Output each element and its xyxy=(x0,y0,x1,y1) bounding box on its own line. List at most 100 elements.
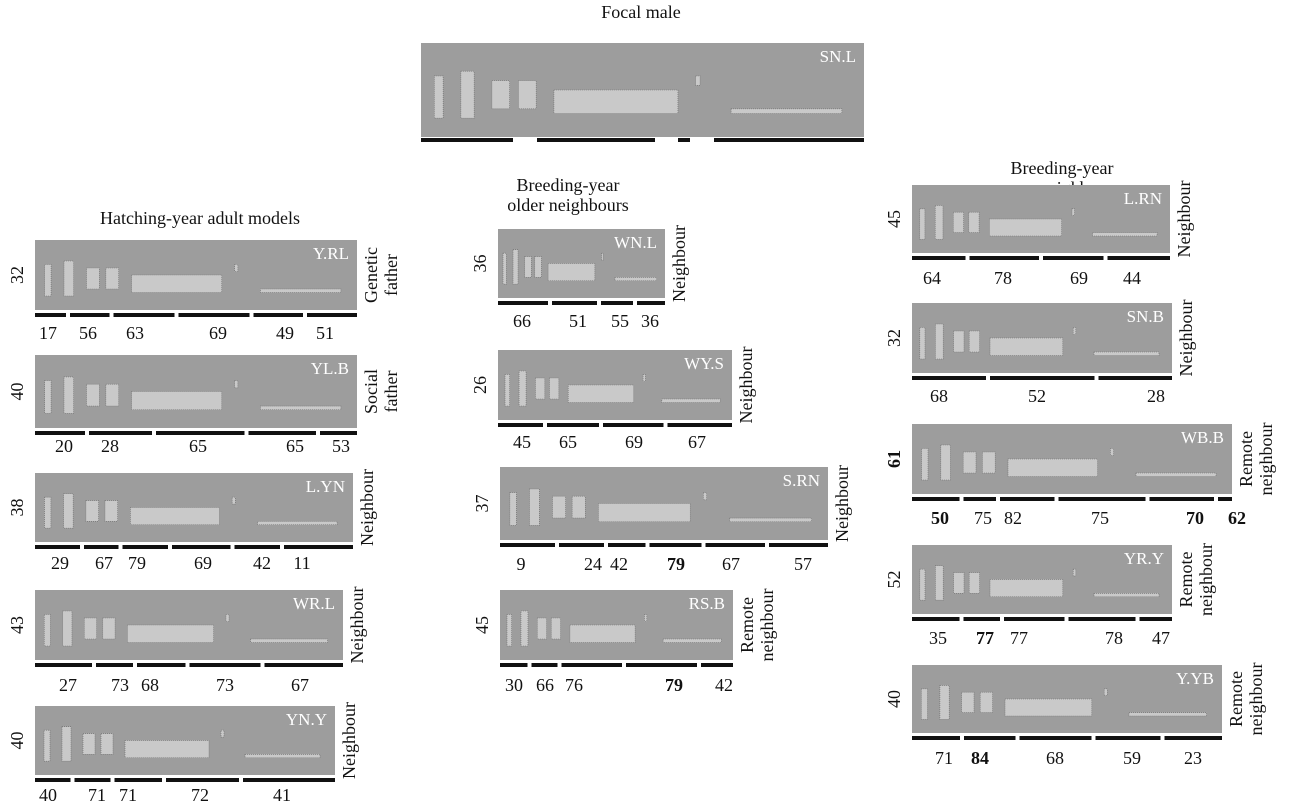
segment-bar xyxy=(498,423,543,427)
segment-bar xyxy=(552,301,597,305)
segment-bar xyxy=(547,423,599,427)
syllable xyxy=(1073,569,1076,576)
segment-value: 56 xyxy=(79,323,97,343)
segment-bar xyxy=(532,663,558,667)
syllable xyxy=(922,449,928,481)
segment-bar xyxy=(35,663,92,667)
syllable xyxy=(260,406,341,410)
score: 40 xyxy=(7,732,27,750)
syllable xyxy=(1104,689,1107,696)
syllable xyxy=(548,264,595,281)
syllable xyxy=(696,76,700,85)
segment-value: 67 xyxy=(291,675,309,695)
syllable xyxy=(963,452,976,473)
syllable xyxy=(598,504,690,522)
syllable xyxy=(1072,209,1075,216)
syllable xyxy=(731,109,842,114)
segment-bar xyxy=(137,663,186,667)
syllable xyxy=(535,378,544,399)
segment-bar xyxy=(307,313,357,317)
syllable xyxy=(570,625,635,643)
segment-value: 53 xyxy=(332,436,350,456)
segment-bar xyxy=(912,256,966,260)
segment-bar xyxy=(990,376,1095,380)
panel-id: YL.B xyxy=(311,359,349,378)
score: 45 xyxy=(472,616,492,634)
segment-bar xyxy=(1069,617,1136,621)
syllable xyxy=(554,90,678,114)
segment-value: 66 xyxy=(536,675,554,695)
syllable xyxy=(615,277,657,280)
segment-value: 78 xyxy=(994,268,1012,288)
segment-bar xyxy=(769,543,828,547)
syllable xyxy=(258,521,338,524)
segment-bar xyxy=(75,778,111,782)
segment-value: 78 xyxy=(1105,628,1123,648)
segment-bar xyxy=(249,431,317,435)
segment-value: 71 xyxy=(88,785,106,805)
syllable xyxy=(221,730,224,737)
segment-bar xyxy=(1096,736,1161,740)
syllable xyxy=(87,384,100,406)
segment-value: 73 xyxy=(111,675,129,695)
syllable xyxy=(503,253,506,284)
syllable xyxy=(962,692,974,712)
segment-value: 42 xyxy=(715,675,733,695)
score: 43 xyxy=(7,616,27,634)
segment-value: 68 xyxy=(141,675,159,695)
side-label: Remote xyxy=(1226,671,1246,727)
segment-value: 50 xyxy=(931,508,949,528)
syllable xyxy=(1008,459,1098,477)
group-title: Breeding-year xyxy=(1011,158,1114,178)
segment-bar xyxy=(1043,256,1104,260)
syllable xyxy=(86,501,99,522)
panel-id: WY.S xyxy=(684,354,724,373)
segment-value: 41 xyxy=(273,785,291,805)
syllable xyxy=(519,371,526,406)
syllable xyxy=(730,518,812,522)
segment-value: 40 xyxy=(39,785,57,805)
syllable xyxy=(537,618,546,639)
segment-value: 24 xyxy=(584,554,602,574)
segment-bar xyxy=(115,778,163,782)
syllable xyxy=(125,741,209,758)
syllable xyxy=(232,497,235,504)
segment-value: 65 xyxy=(559,432,577,452)
segment-bar xyxy=(912,617,960,621)
segment-value: 67 xyxy=(722,554,740,574)
segment-bar xyxy=(123,545,169,549)
syllable xyxy=(920,569,925,600)
segment-bar xyxy=(35,313,66,317)
segment-value: 67 xyxy=(95,553,113,573)
segment-value: 49 xyxy=(276,323,294,343)
segment-bar xyxy=(608,543,646,547)
segment-bar xyxy=(1108,256,1171,260)
segment-value: 77 xyxy=(976,628,994,648)
segment-bar xyxy=(1004,617,1065,621)
syllable xyxy=(132,275,222,293)
segment-bar xyxy=(1020,736,1092,740)
syllable xyxy=(105,501,118,522)
syllable xyxy=(989,219,1061,236)
syllable xyxy=(643,375,645,382)
score: 26 xyxy=(470,376,490,394)
syllable xyxy=(461,71,474,118)
syllable xyxy=(552,496,565,518)
segment-bar xyxy=(964,497,997,501)
segment-bar xyxy=(421,138,513,142)
syllable xyxy=(45,265,51,297)
segment-value: 11 xyxy=(293,553,310,573)
panel-id: S.RN xyxy=(783,471,820,490)
syllable xyxy=(83,734,95,755)
side-label: neighbour xyxy=(757,589,777,662)
segment-bar xyxy=(637,301,665,305)
syllable xyxy=(935,566,943,601)
segment-bar xyxy=(284,545,353,549)
syllable xyxy=(935,205,943,239)
syllable xyxy=(920,328,925,360)
syllable xyxy=(1136,473,1216,477)
group-title: Hatching-year adult models xyxy=(100,208,300,228)
syllable xyxy=(921,689,927,720)
segment-value: 64 xyxy=(923,268,941,288)
segment-bar xyxy=(35,431,85,435)
